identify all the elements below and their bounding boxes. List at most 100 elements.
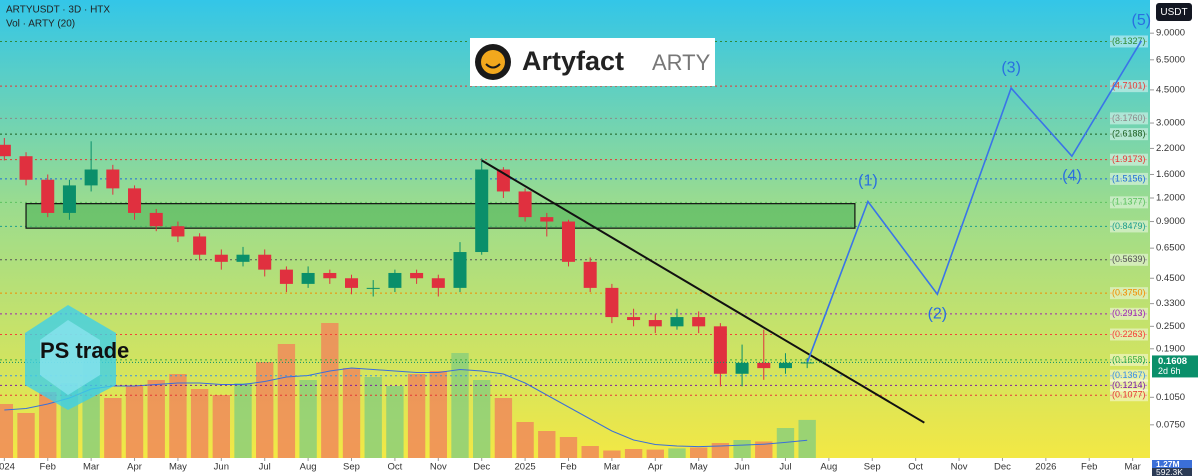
x-tick-label: Aug <box>300 462 317 473</box>
candle-body <box>561 221 575 262</box>
candle-body <box>627 317 641 321</box>
candle-body <box>279 269 293 284</box>
x-tick-label: Feb <box>1081 462 1097 473</box>
fib-label: (0.1658) <box>1112 354 1146 364</box>
symbol-line: ARTYUSDT · 3D · HTX <box>6 5 110 16</box>
volume-bar <box>755 441 773 458</box>
candle-body <box>692 317 706 327</box>
wave-label: (2) <box>928 305 948 322</box>
y-tick-label: 0.1900 <box>1156 343 1185 354</box>
candle-body <box>735 362 749 374</box>
x-tick-label: Nov <box>951 462 968 473</box>
time-axis <box>0 458 1150 476</box>
candle-body <box>171 226 185 237</box>
volume-bar <box>473 380 491 458</box>
volume-bar <box>277 344 296 458</box>
x-tick-label: 2025 <box>515 462 536 473</box>
fib-label: (0.1214) <box>1112 380 1146 390</box>
x-tick-label: Feb <box>560 462 576 473</box>
volume-bar <box>690 447 708 458</box>
fib-label-bg <box>1110 328 1148 341</box>
last-price-box <box>1152 355 1198 378</box>
volume-line: Vol · ARTY (20) <box>6 19 75 30</box>
y-tick-label: 0.3300 <box>1156 298 1185 309</box>
volume-bar <box>494 398 513 458</box>
x-tick-label: Dec <box>994 462 1011 473</box>
candle-body <box>518 191 532 218</box>
volume-ma-tag-box <box>1152 468 1192 476</box>
watermark: PS trade <box>25 305 129 410</box>
x-tick-label: Sep <box>864 462 881 473</box>
candle-body <box>236 254 250 262</box>
volume-bar <box>776 428 795 458</box>
wave-label: (3) <box>1001 59 1021 76</box>
brand-icon-face <box>481 50 505 74</box>
wave-label: (5) <box>1132 12 1152 29</box>
volume-bar <box>321 323 339 458</box>
volume-bar <box>364 377 382 458</box>
candle-body <box>258 254 272 270</box>
brand-name: Artyfact <box>522 46 624 76</box>
x-tick-label: May <box>169 462 187 473</box>
volume-bar <box>125 386 144 458</box>
x-tick-label: Sep <box>343 462 360 473</box>
candle-body <box>713 326 727 374</box>
volume-tag-box <box>1152 460 1192 468</box>
x-tick-label: Feb <box>40 462 56 473</box>
fib-label-bg <box>1110 112 1148 125</box>
fib-label: (0.8479) <box>1112 221 1146 231</box>
wave-label: (4) <box>1062 167 1082 184</box>
volume-ma-tag: 592.3K <box>1156 467 1183 476</box>
volume-bar <box>234 383 252 458</box>
y-tick-label: 0.4500 <box>1156 273 1185 284</box>
fib-label: (0.1077) <box>1112 390 1146 400</box>
x-tick-label: Jul <box>259 462 271 473</box>
x-tick-label: Dec <box>473 462 490 473</box>
x-tick-label: Jun <box>214 462 229 473</box>
volume-bar <box>299 380 317 458</box>
y-tick-label: 3.0000 <box>1156 118 1185 129</box>
volume-bar <box>624 449 643 458</box>
candle-body <box>540 217 554 222</box>
wave-label: (1) <box>858 173 878 190</box>
fib-label: (0.1367) <box>1112 370 1146 380</box>
volume-bar <box>798 419 816 458</box>
y-tick-label: 6.5000 <box>1156 54 1185 65</box>
volume-bar <box>386 386 404 458</box>
price-axis <box>1150 0 1200 476</box>
fib-label: (3.1760) <box>1112 113 1146 123</box>
y-tick-label: 1.2000 <box>1156 193 1185 204</box>
volume-bar <box>429 371 447 458</box>
fib-label: (8.1327) <box>1112 36 1146 46</box>
candle-body <box>475 169 489 253</box>
x-tick-label: Mar <box>1124 462 1140 473</box>
brand-ticker: ARTY <box>652 50 711 75</box>
volume-bar <box>212 395 230 458</box>
y-tick-label: 0.2500 <box>1156 321 1185 332</box>
currency: USDT <box>1160 7 1187 18</box>
fib-label: (0.2263) <box>1112 329 1146 339</box>
y-tick-label: 0.6500 <box>1156 243 1185 254</box>
volume-bar <box>17 413 35 458</box>
y-tick-label: 0.9000 <box>1156 216 1185 227</box>
candle-body <box>149 212 163 227</box>
volume-bar <box>147 380 165 458</box>
fib-label: (1.9173) <box>1112 154 1146 164</box>
trendline <box>481 159 925 424</box>
fib-label: (2.6188) <box>1112 129 1146 139</box>
x-tick-label: 2024 <box>0 462 15 473</box>
candle-body <box>214 254 228 262</box>
volume-bar <box>668 448 686 458</box>
candle-body <box>605 287 619 318</box>
candle-body <box>670 317 684 327</box>
volume-bar <box>733 440 751 458</box>
fib-label: (0.2913) <box>1112 308 1146 318</box>
candle-body <box>410 272 424 279</box>
candle-body <box>778 362 792 369</box>
last-price-label: 0.1608 <box>1158 356 1187 367</box>
fib-label-bg <box>1110 128 1148 141</box>
volume-bar <box>190 389 209 458</box>
x-tick-label: Mar <box>83 462 99 473</box>
x-tick-label: Jun <box>734 462 749 473</box>
